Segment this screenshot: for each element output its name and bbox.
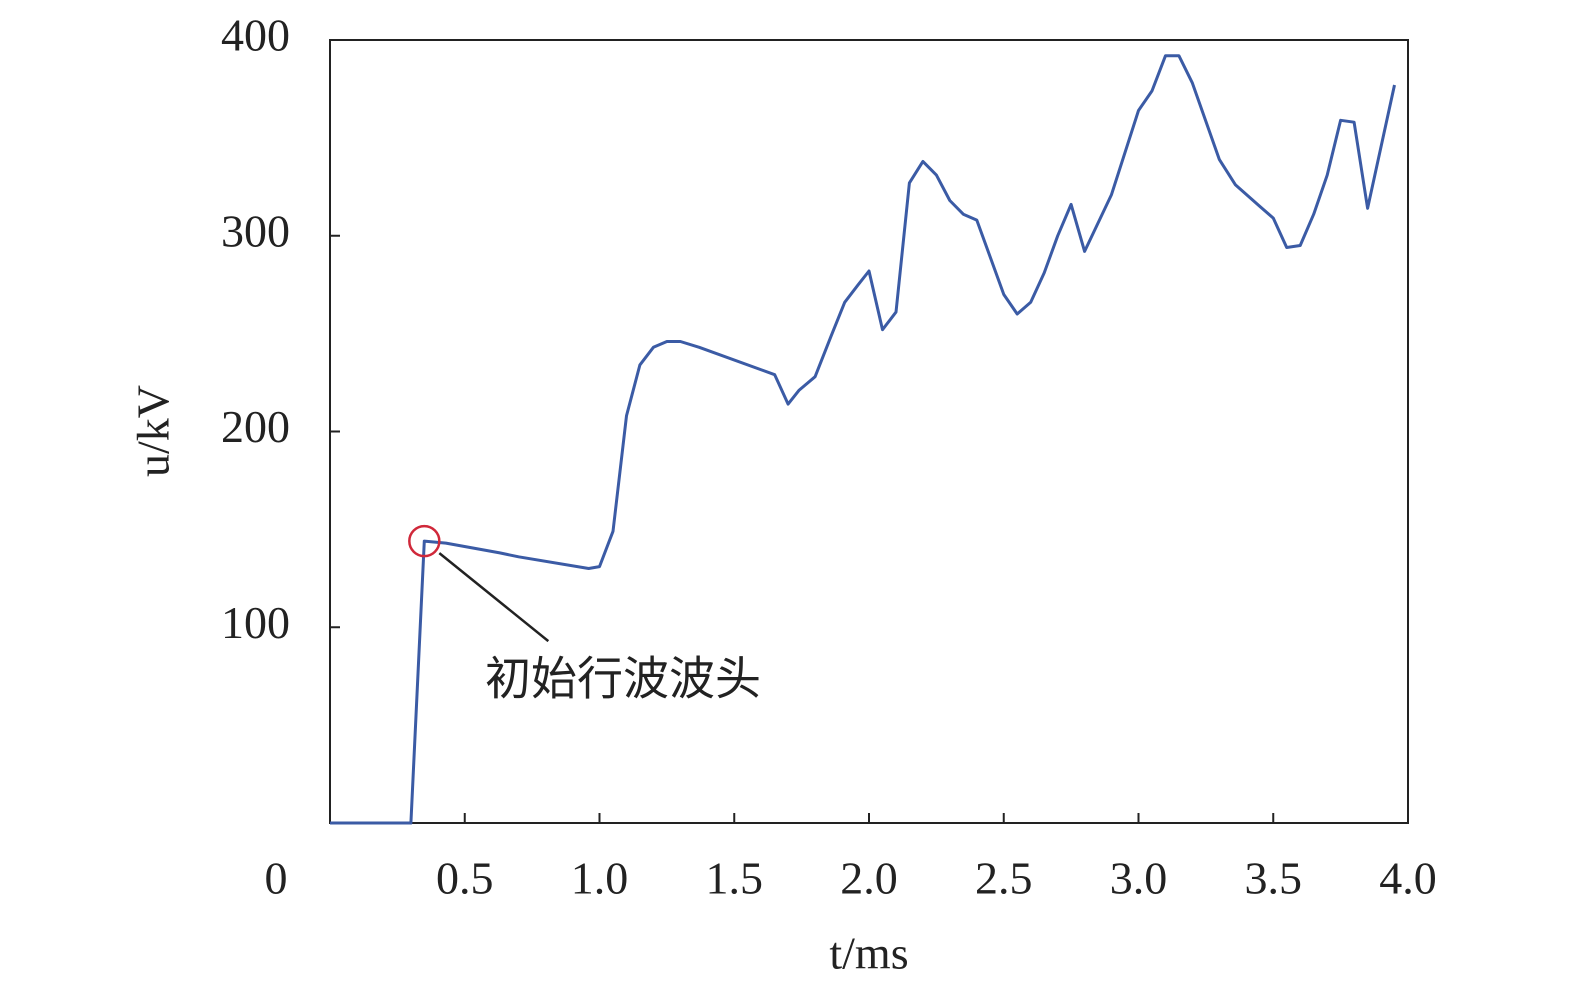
- annotation-circle: [408, 524, 441, 558]
- x-tick-label: 3.5: [1245, 853, 1303, 904]
- x-tick-label: 1.5: [706, 853, 764, 904]
- x-axis-label: t/ms: [829, 928, 908, 979]
- x-tick-label: 2.0: [840, 853, 898, 904]
- annotation-text: 初始行波波头: [485, 654, 761, 705]
- y-tick-label: 400: [221, 10, 290, 61]
- x-tick-label: 2.5: [975, 853, 1033, 904]
- x-tick-label: 3.0: [1110, 853, 1168, 904]
- y-tick-label: 100: [221, 597, 290, 648]
- plot-frame: [329, 39, 1409, 824]
- data-line: [330, 54, 1396, 825]
- x-tick-label: 4.0: [1379, 853, 1437, 904]
- y-axis-label: u/kV: [128, 385, 179, 477]
- x-tick-label: 0.5: [436, 853, 494, 904]
- y-tick-label: 300: [221, 205, 290, 256]
- y-tick-label: 200: [221, 401, 290, 452]
- x-tick-label: 0: [265, 853, 288, 904]
- x-tick-label: 1.0: [571, 853, 629, 904]
- annotation-leader: [438, 552, 550, 643]
